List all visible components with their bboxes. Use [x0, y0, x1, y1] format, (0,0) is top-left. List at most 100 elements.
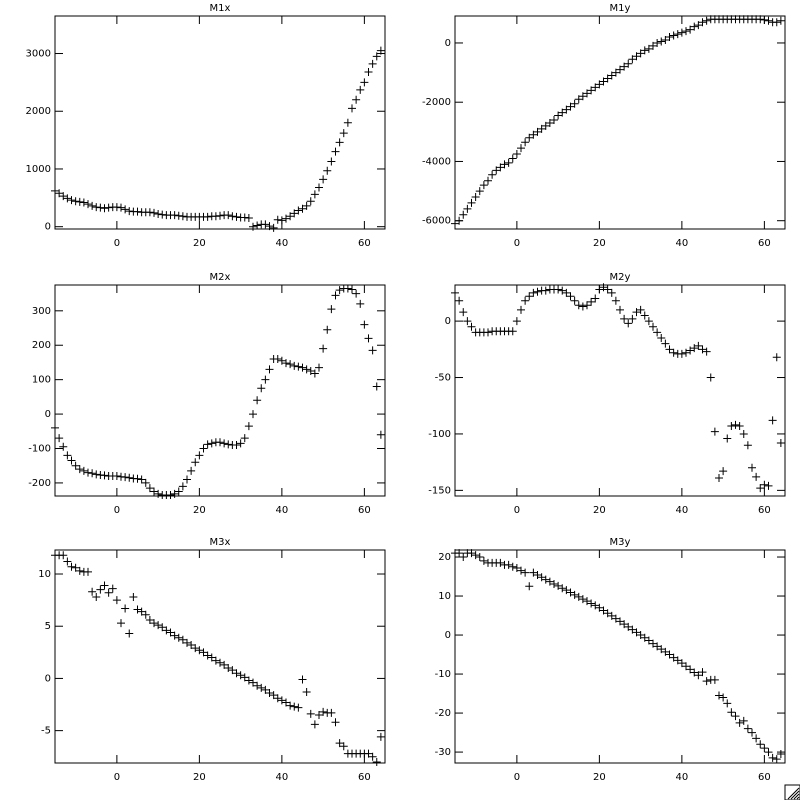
point — [224, 211, 233, 220]
point — [455, 296, 464, 305]
point — [764, 481, 773, 490]
point — [459, 553, 468, 562]
point — [273, 355, 282, 364]
point — [657, 334, 666, 343]
point — [170, 489, 179, 498]
point — [607, 288, 616, 297]
point — [178, 482, 187, 491]
point — [302, 201, 311, 210]
point — [100, 204, 109, 213]
point — [195, 646, 204, 655]
point — [137, 475, 146, 484]
point — [232, 212, 241, 221]
point — [752, 472, 761, 481]
point — [620, 314, 629, 323]
point — [75, 197, 84, 206]
y-tick-label: -200 — [28, 478, 51, 489]
point — [620, 620, 629, 629]
x-tick-label: 40 — [276, 772, 289, 783]
point — [752, 734, 761, 743]
point — [327, 708, 336, 717]
point — [207, 653, 216, 662]
point — [517, 144, 525, 153]
point — [570, 296, 579, 305]
point — [257, 384, 266, 393]
point — [554, 581, 563, 590]
point — [677, 349, 686, 358]
x-tick-label: 0 — [514, 505, 520, 516]
point — [521, 568, 530, 577]
point — [628, 625, 637, 634]
point — [162, 626, 171, 635]
panel-title: M2y — [610, 272, 631, 283]
point — [644, 44, 653, 53]
point — [203, 212, 212, 221]
point — [578, 595, 587, 604]
point — [51, 423, 59, 432]
point — [294, 362, 303, 371]
point — [88, 469, 97, 478]
x-tick-label: 0 — [114, 505, 120, 516]
point — [492, 166, 501, 175]
point — [84, 200, 92, 209]
point — [545, 118, 554, 127]
point — [603, 609, 612, 618]
point — [467, 198, 476, 207]
point — [166, 490, 175, 499]
point — [236, 671, 245, 680]
point — [286, 212, 295, 221]
point — [319, 344, 328, 353]
point — [154, 621, 163, 630]
point — [224, 440, 233, 449]
point — [533, 127, 542, 136]
point — [55, 189, 64, 198]
point — [632, 308, 641, 317]
point — [59, 192, 68, 201]
point — [372, 757, 381, 766]
point — [253, 396, 262, 405]
point — [533, 570, 542, 579]
y-tick-label: 20 — [438, 552, 451, 563]
point — [657, 645, 666, 654]
y-tick-label: -2000 — [422, 97, 451, 108]
point — [117, 619, 125, 628]
point — [475, 187, 484, 196]
point — [702, 347, 711, 356]
point — [348, 285, 356, 294]
y-tick-label: 10 — [438, 591, 451, 602]
point — [92, 592, 101, 601]
point — [178, 635, 187, 644]
point — [203, 440, 212, 449]
point — [463, 317, 472, 326]
point — [92, 470, 101, 479]
point — [566, 588, 575, 597]
x-tick-label: 40 — [676, 772, 689, 783]
point — [570, 590, 579, 599]
x-tick-label: 20 — [193, 505, 206, 516]
point — [504, 158, 513, 167]
point — [335, 739, 344, 748]
y-tick-label: 0 — [45, 673, 51, 684]
point — [521, 296, 530, 305]
point — [178, 212, 187, 221]
point — [488, 170, 497, 179]
point — [269, 223, 278, 232]
point — [698, 668, 707, 677]
point — [467, 549, 476, 558]
y-tick-label: -30 — [435, 747, 451, 758]
point — [583, 597, 591, 606]
point — [669, 348, 678, 357]
point — [455, 216, 464, 225]
panel-title: M1y — [610, 3, 631, 14]
point — [368, 59, 377, 68]
point — [521, 138, 530, 147]
point — [154, 489, 163, 498]
point — [776, 750, 785, 759]
point — [310, 720, 319, 729]
point — [339, 129, 348, 138]
point — [368, 752, 377, 761]
point — [686, 25, 695, 34]
point — [517, 305, 525, 314]
point — [211, 212, 220, 221]
x-tick-label: 0 — [514, 238, 520, 249]
